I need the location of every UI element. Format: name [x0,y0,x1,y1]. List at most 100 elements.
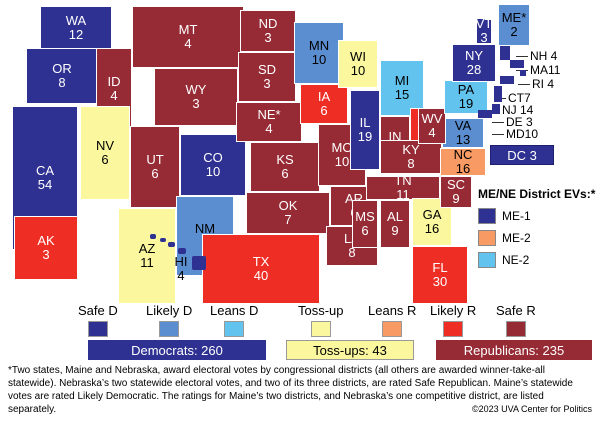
state-ev: 15 [394,87,410,102]
state-tn: TN 11 [366,173,440,201]
hawaii-island [192,256,206,270]
state-ev: 19 [357,129,373,144]
state-abbr: KY [402,142,420,158]
state-ev: 3 [42,247,50,262]
state-ok: OK 7 [246,192,330,234]
legend-item-safe-d: Safe D [78,304,118,337]
hawaii-island [150,234,156,239]
state-abbr: OK [278,198,298,214]
state-ev: 40 [253,268,269,283]
state-abbr: WY [185,82,207,98]
legend-swatch [224,321,245,337]
state-va: VA 13 [442,118,484,148]
state-ev: 9 [452,191,460,206]
state-me: ME* 2 [498,4,530,46]
state-abbr: ID [107,74,121,90]
state-abbr: HI [174,254,188,270]
tossups-total: Toss-ups: 43 [286,340,414,360]
legend-item-leans-r: Leans R [368,304,416,337]
legend-swatch [87,321,108,337]
state-abbr: SD [257,62,277,78]
legend-item-likely-r: Likely R [430,304,476,337]
leader-line [492,122,504,123]
state-abbr: MT [178,22,198,38]
state-or: OR 8 [26,48,98,104]
east-state-label: NH 4 [530,49,558,63]
state-ny: NY 28 [452,44,496,82]
state-ev: 4 [110,88,118,103]
state-mn: MN 10 [294,22,344,84]
state-ev: 10 [205,164,221,179]
state-abbr: NC [453,147,473,163]
hawaii-island [160,238,166,242]
state-abbr: ME* [501,10,527,26]
east-state-shape [492,104,500,114]
state-ut: UT 6 [130,126,180,208]
rating-legend: Safe D Likely D Leans D Toss-up Leans R Likel… [0,300,600,362]
state-abbr: NM [194,221,216,237]
state-abbr: OR [52,61,72,77]
hawaii-island [168,242,175,247]
state-ev: 4 [428,125,436,140]
state-ev: 54 [37,177,53,192]
district-ev-panel: ME/NE District EVs:* ME-1 ME-2 NE-2 [478,187,596,273]
state-hi: HI 4 [152,244,210,294]
east-state-label: DE 3 [506,115,533,129]
state-ks: KS 6 [250,142,320,192]
state-ev: 3 [264,30,272,45]
state-ev: 12 [68,27,84,42]
state-ak: AK 3 [14,216,78,280]
state-wi: WI 10 [338,40,378,88]
state-abbr: TX [252,254,270,270]
state-abbr: IA [317,89,331,105]
state-abbr: CA [35,163,55,179]
state-ev: 6 [151,166,159,181]
state-ev: 7 [284,212,292,227]
state-ev: 16 [424,221,440,236]
legend-swatch [443,321,464,337]
state-ev: 8 [407,156,415,171]
legend-swatch [505,321,526,337]
state-abbr: VT [475,16,493,32]
state-ev: 9 [391,223,399,238]
state-abbr: NE* [257,107,281,123]
state-nd: ND 3 [240,10,296,52]
state-sc: SC 9 [440,176,472,208]
leader-line [516,56,528,57]
hawaii-island [178,248,186,254]
state-abbr: CO [203,150,223,166]
state-ev: 10 [334,154,350,169]
state-abbr: IL [359,115,371,131]
state-abbr: ND [258,16,278,32]
east-state-shape [500,46,510,60]
state-abbr: SC [446,177,466,193]
state-abbr: UT [146,152,164,168]
state-ev: 4 [177,268,185,283]
east-state-label: MA11 [530,63,561,77]
state-ev: 6 [320,103,328,118]
state-abbr: PA [457,82,475,98]
legend-item-safe-r: Safe R [496,304,536,337]
legend-item-likely-d: Likely D [146,304,192,337]
district-swatch-me1 [478,208,496,224]
state-ev: 8 [348,245,356,260]
state-ev: 30 [432,274,448,289]
state-wa: WA 12 [40,6,112,50]
state-ia: IA 6 [300,84,348,124]
state-fl: FL 30 [412,246,468,304]
state-al: AL 9 [380,200,410,248]
state-mi: MI 15 [380,60,424,116]
state-ev: 19 [458,96,474,111]
state-abbr: WA [65,13,87,29]
state-il: IL 19 [350,90,380,170]
state-ev: 3 [263,76,271,91]
east-state-label: NJ 14 [502,103,534,117]
east-state-label: CT7 [508,91,531,105]
district-swatch-ne2 [478,252,496,268]
state-abbr: TN [394,173,412,189]
copyright: ©2023 UVA Center for Politics [471,404,592,414]
state-abbr: WI [350,49,366,65]
state-wy: WY 3 [154,68,238,126]
state-abbr: MS [355,209,375,225]
state-ev: 3 [480,30,488,45]
